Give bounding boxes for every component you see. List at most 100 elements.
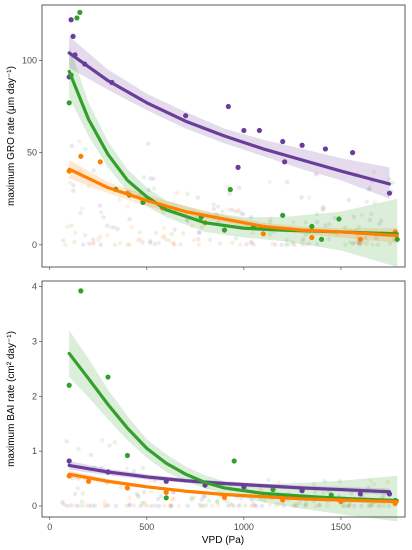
background-point	[230, 240, 235, 245]
background-point	[117, 241, 123, 246]
background-point	[292, 503, 297, 509]
background-point	[276, 480, 281, 485]
background-point	[162, 234, 167, 239]
background-point	[312, 171, 318, 176]
background-point	[170, 240, 175, 246]
background-point	[357, 241, 362, 246]
bai-orange-point	[85, 478, 92, 484]
gro-purple-fit-line	[67, 51, 392, 186]
gro-purple-point	[280, 138, 286, 145]
background-point	[386, 503, 391, 509]
background-point	[216, 502, 221, 508]
background-point	[148, 489, 154, 494]
bai-panel-border	[41, 280, 406, 518]
background-point	[337, 478, 342, 484]
background-point	[67, 180, 73, 186]
background-point	[211, 206, 217, 212]
background-point	[251, 242, 256, 247]
background-point	[249, 497, 254, 503]
background-point	[373, 235, 379, 241]
background-point	[250, 503, 255, 509]
background-point	[267, 232, 273, 238]
gro-green-point	[309, 223, 315, 230]
background-point	[363, 236, 368, 241]
background-point	[135, 238, 141, 243]
background-point	[140, 465, 145, 471]
background-point	[300, 239, 305, 244]
gro-orange-point	[78, 153, 84, 159]
background-point	[304, 242, 309, 248]
background-point	[169, 496, 175, 502]
background-point	[135, 493, 141, 498]
bai-purple-point	[66, 458, 72, 464]
background-point	[217, 241, 223, 246]
background-point	[359, 212, 365, 218]
background-point	[62, 502, 67, 508]
gro-orange-point	[260, 231, 266, 237]
background-point	[244, 242, 249, 247]
background-point	[191, 237, 197, 243]
background-point	[284, 179, 290, 185]
background-point	[369, 211, 374, 217]
background-point	[267, 179, 272, 184]
background-point	[370, 242, 375, 247]
background-point	[88, 452, 94, 458]
background-point	[189, 497, 195, 502]
background-point	[290, 240, 295, 245]
background-point	[69, 223, 74, 228]
background-point	[148, 478, 153, 483]
gro-purple-point	[183, 113, 189, 119]
background-point	[316, 503, 322, 508]
background-point	[320, 204, 326, 210]
background-point	[286, 242, 291, 247]
background-point	[253, 503, 258, 509]
background-point	[172, 242, 177, 248]
background-point	[313, 490, 318, 495]
background-point	[314, 219, 320, 225]
background-point	[140, 240, 145, 245]
background-point	[112, 242, 118, 248]
background-point	[303, 232, 308, 237]
y-tick-label: 3	[32, 336, 37, 346]
background-point	[72, 491, 78, 497]
background-point	[311, 481, 317, 487]
background-point	[196, 230, 201, 235]
background-point	[69, 143, 74, 149]
background-point	[131, 503, 137, 508]
gro-green-point	[227, 186, 233, 193]
background-point	[233, 209, 238, 214]
background-point	[100, 438, 105, 443]
background-point	[180, 231, 186, 236]
background-point	[127, 242, 133, 247]
background-point	[365, 503, 371, 509]
background-point	[351, 214, 356, 219]
background-point	[138, 503, 143, 509]
background-point	[136, 494, 141, 500]
background-point	[370, 502, 376, 507]
background-point	[303, 220, 308, 225]
background-point	[332, 215, 338, 221]
background-point	[350, 241, 355, 246]
background-point	[139, 500, 145, 506]
background-point	[104, 223, 110, 229]
background-point	[117, 197, 122, 202]
bai-orange-point	[124, 485, 131, 491]
background-point	[124, 503, 129, 508]
background-point	[166, 238, 171, 243]
x-tick-label: 1000	[234, 522, 254, 532]
gro-green-point	[77, 9, 83, 15]
bai-green-fit-line	[67, 351, 399, 503]
background-point	[226, 207, 231, 213]
background-point	[343, 242, 348, 248]
background-point	[381, 493, 386, 498]
background-point	[195, 195, 201, 200]
background-point	[189, 495, 194, 501]
background-point	[303, 501, 309, 506]
bai-green-point	[231, 458, 237, 464]
gro-green-point	[221, 227, 228, 233]
background-point	[201, 503, 206, 509]
background-point	[379, 218, 384, 223]
background-point	[359, 503, 364, 509]
background-point	[210, 503, 215, 508]
background-point	[83, 146, 88, 152]
